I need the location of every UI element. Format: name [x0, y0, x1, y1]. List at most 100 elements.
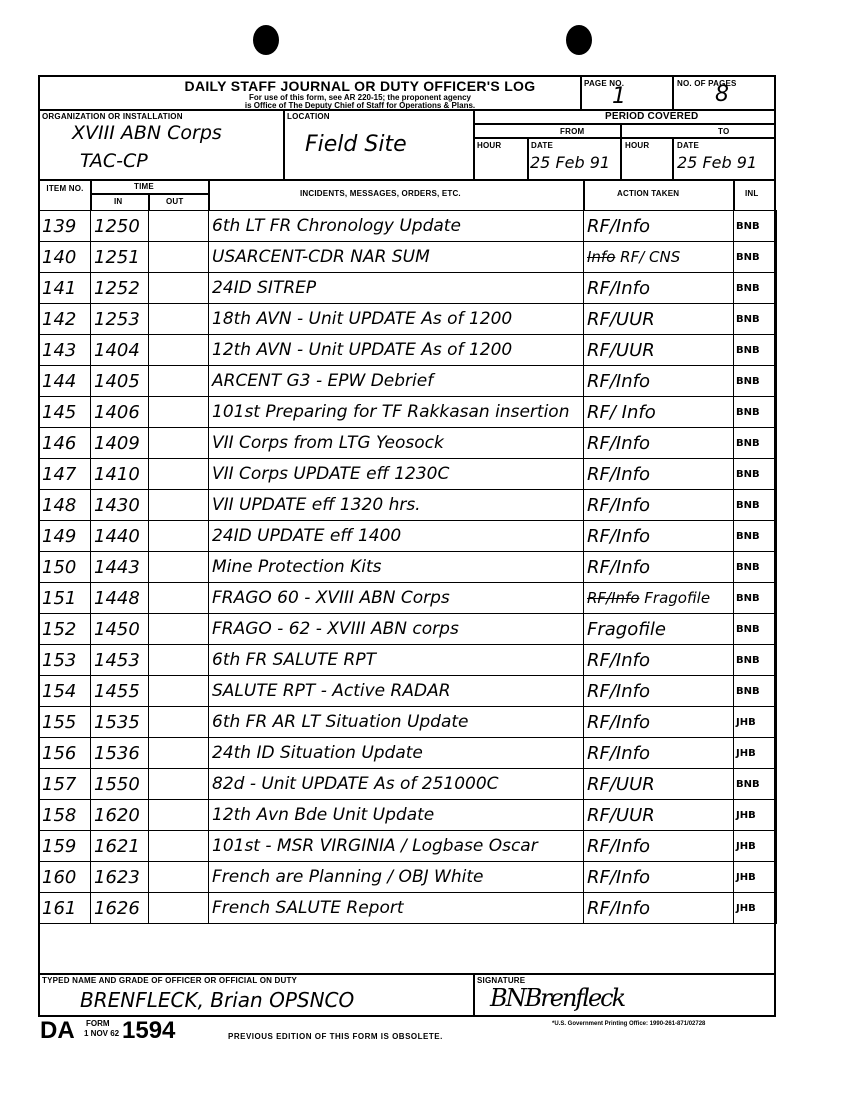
- time-in[interactable]: 1620: [90, 799, 149, 831]
- org-line-2[interactable]: TAC-CP: [80, 150, 148, 172]
- time-out[interactable]: [148, 396, 209, 428]
- time-in[interactable]: 1406: [90, 396, 149, 428]
- message[interactable]: 18th AVN - Unit UPDATE As of 1200: [208, 303, 584, 335]
- item-no[interactable]: 140: [38, 241, 91, 273]
- action-taken[interactable]: RF/Info: [583, 861, 734, 893]
- time-out[interactable]: [148, 427, 209, 459]
- action-taken[interactable]: RF/Info: [583, 551, 734, 583]
- item-no[interactable]: 142: [38, 303, 91, 335]
- message[interactable]: USARCENT-CDR NAR SUM: [208, 241, 584, 273]
- time-out[interactable]: [148, 303, 209, 335]
- location-value[interactable]: Field Site: [305, 132, 407, 157]
- action-taken[interactable]: RF/ Info: [583, 396, 734, 428]
- time-in[interactable]: 1409: [90, 427, 149, 459]
- initials[interactable]: BNB: [733, 520, 777, 552]
- initials[interactable]: BNB: [733, 644, 777, 676]
- action-taken[interactable]: RF/UUR: [583, 303, 734, 335]
- time-out[interactable]: [148, 737, 209, 769]
- from-date-value[interactable]: 25 Feb 91: [530, 153, 611, 172]
- message[interactable]: 12th Avn Bde Unit Update: [208, 799, 584, 831]
- action-taken[interactable]: Info RF/ CNS: [583, 241, 734, 273]
- item-no[interactable]: 139: [38, 210, 91, 242]
- initials[interactable]: JHB: [733, 830, 777, 862]
- action-taken[interactable]: RF/Info: [583, 489, 734, 521]
- initials[interactable]: BNB: [733, 334, 777, 366]
- message[interactable]: FRAGO - 62 - XVIII ABN corps: [208, 613, 584, 645]
- initials[interactable]: BNB: [733, 427, 777, 459]
- action-taken[interactable]: RF/Info: [583, 892, 734, 924]
- message[interactable]: 101st Preparing for TF Rakkasan insertio…: [208, 396, 584, 428]
- message[interactable]: VII Corps UPDATE eff 1230C: [208, 458, 584, 490]
- time-in[interactable]: 1440: [90, 520, 149, 552]
- item-no[interactable]: 147: [38, 458, 91, 490]
- item-no[interactable]: 141: [38, 272, 91, 304]
- initials[interactable]: JHB: [733, 737, 777, 769]
- action-taken[interactable]: RF/Info: [583, 675, 734, 707]
- message[interactable]: 6th FR AR LT Situation Update: [208, 706, 584, 738]
- message[interactable]: ARCENT G3 - EPW Debrief: [208, 365, 584, 397]
- message[interactable]: 24th ID Situation Update: [208, 737, 584, 769]
- action-taken[interactable]: RF/Info: [583, 737, 734, 769]
- action-taken[interactable]: RF/Info: [583, 210, 734, 242]
- initials[interactable]: BNB: [733, 458, 777, 490]
- item-no[interactable]: 156: [38, 737, 91, 769]
- time-in[interactable]: 1536: [90, 737, 149, 769]
- no-of-pages-value[interactable]: 8: [715, 82, 729, 107]
- item-no[interactable]: 157: [38, 768, 91, 800]
- item-no[interactable]: 155: [38, 706, 91, 738]
- signature[interactable]: BNBrenfleck: [490, 984, 626, 1012]
- time-out[interactable]: [148, 799, 209, 831]
- action-taken[interactable]: RF/Info: [583, 830, 734, 862]
- initials[interactable]: JHB: [733, 706, 777, 738]
- time-in[interactable]: 1448: [90, 582, 149, 614]
- initials[interactable]: JHB: [733, 799, 777, 831]
- org-line-1[interactable]: XVIII ABN Corps: [72, 122, 222, 144]
- message[interactable]: 101st - MSR VIRGINIA / Logbase Oscar: [208, 830, 584, 862]
- time-in[interactable]: 1443: [90, 551, 149, 583]
- message[interactable]: 82d - Unit UPDATE As of 251000C: [208, 768, 584, 800]
- time-out[interactable]: [148, 458, 209, 490]
- item-no[interactable]: 148: [38, 489, 91, 521]
- time-in[interactable]: 1251: [90, 241, 149, 273]
- item-no[interactable]: 158: [38, 799, 91, 831]
- time-out[interactable]: [148, 489, 209, 521]
- action-taken[interactable]: RF/UUR: [583, 334, 734, 366]
- item-no[interactable]: 146: [38, 427, 91, 459]
- initials[interactable]: BNB: [733, 489, 777, 521]
- initials[interactable]: BNB: [733, 303, 777, 335]
- time-out[interactable]: [148, 551, 209, 583]
- item-no[interactable]: 152: [38, 613, 91, 645]
- action-taken[interactable]: RF/Info: [583, 706, 734, 738]
- message[interactable]: 6th LT FR Chronology Update: [208, 210, 584, 242]
- time-in[interactable]: 1621: [90, 830, 149, 862]
- item-no[interactable]: 145: [38, 396, 91, 428]
- time-out[interactable]: [148, 582, 209, 614]
- to-date-value[interactable]: 25 Feb 91: [677, 153, 758, 172]
- time-out[interactable]: [148, 241, 209, 273]
- officer-name[interactable]: BRENFLECK, Brian OPSNCO: [80, 988, 355, 1012]
- time-in[interactable]: 1252: [90, 272, 149, 304]
- initials[interactable]: BNB: [733, 675, 777, 707]
- time-out[interactable]: [148, 644, 209, 676]
- time-out[interactable]: [148, 861, 209, 893]
- time-out[interactable]: [148, 675, 209, 707]
- time-in[interactable]: 1410: [90, 458, 149, 490]
- action-taken[interactable]: RF/Info: [583, 520, 734, 552]
- message[interactable]: 12th AVN - Unit UPDATE As of 1200: [208, 334, 584, 366]
- time-in[interactable]: 1550: [90, 768, 149, 800]
- item-no[interactable]: 143: [38, 334, 91, 366]
- initials[interactable]: JHB: [733, 892, 777, 924]
- time-in[interactable]: 1450: [90, 613, 149, 645]
- initials[interactable]: BNB: [733, 551, 777, 583]
- action-taken[interactable]: RF/Info: [583, 272, 734, 304]
- message[interactable]: VII Corps from LTG Yeosock: [208, 427, 584, 459]
- action-taken[interactable]: Fragofile: [583, 613, 734, 645]
- time-in[interactable]: 1405: [90, 365, 149, 397]
- initials[interactable]: BNB: [733, 396, 777, 428]
- time-in[interactable]: 1430: [90, 489, 149, 521]
- time-out[interactable]: [148, 272, 209, 304]
- initials[interactable]: BNB: [733, 582, 777, 614]
- action-taken[interactable]: RF/Info: [583, 365, 734, 397]
- item-no[interactable]: 150: [38, 551, 91, 583]
- time-out[interactable]: [148, 830, 209, 862]
